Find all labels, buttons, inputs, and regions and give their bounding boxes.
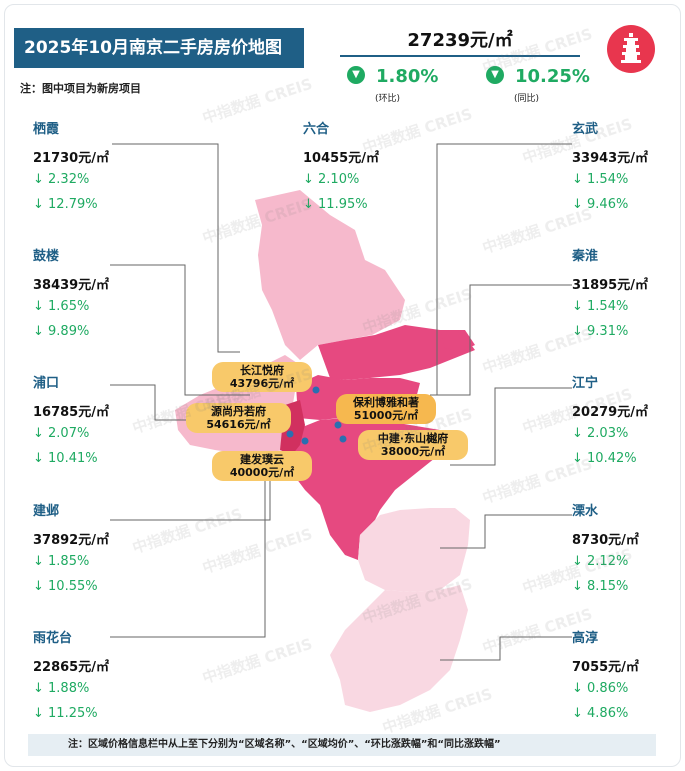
district-price: 37892元/㎡: [33, 533, 109, 548]
project-dot: [286, 430, 294, 438]
district-yoy: ↓ 4.86%: [572, 706, 629, 721]
project-dot: [334, 421, 342, 429]
district-mom: ↓ 0.86%: [572, 681, 629, 696]
district-name: 秦淮: [572, 249, 599, 264]
project-price: 40000元/㎡: [229, 466, 295, 479]
project-name: 建发璞云: [240, 453, 284, 466]
district-price: 38439元/㎡: [33, 278, 109, 293]
district-pukou: 浦口 16785元/㎡ ↓ 2.07% ↓ 10.41%: [33, 372, 143, 466]
district-yoy: ↓ 8.15%: [572, 579, 629, 594]
project-name: 源尚丹若府: [211, 405, 266, 418]
region-liuhe: [255, 190, 405, 360]
yoy-label: (同比): [514, 94, 540, 104]
district-lishui: 溧水 8730元/㎡ ↓ 2.12% ↓ 8.15%: [572, 500, 682, 594]
district-price: 21730元/㎡: [33, 151, 109, 166]
district-mom: ↓ 2.12%: [572, 554, 629, 569]
district-mom: ↓ 1.88%: [33, 681, 90, 696]
district-mom: ↓ 1.54%: [572, 299, 629, 314]
average-price: 27239元/㎡: [407, 30, 513, 51]
project-label-yuanshangdanruofu: 源尚丹若府 54616元/㎡: [186, 403, 291, 433]
district-price: 10455元/㎡: [303, 151, 379, 166]
district-xuanwu: 玄武 33943元/㎡ ↓ 1.54% ↓ 9.46%: [572, 118, 682, 212]
region-gaochun: [330, 585, 468, 712]
mom-label: (环比): [375, 94, 401, 104]
district-name: 江宁: [572, 376, 599, 391]
district-mom: ↓ 2.07%: [33, 426, 90, 441]
mom-change: 1.80%: [376, 66, 439, 87]
district-mom: ↓ 2.10%: [303, 172, 360, 187]
district-name: 栖霞: [33, 122, 60, 137]
district-yoy: ↓ 11.95%: [303, 197, 368, 212]
district-price: 31895元/㎡: [572, 278, 648, 293]
district-price: 16785元/㎡: [33, 405, 109, 420]
pagoda-icon: [621, 33, 641, 63]
district-yuhuatai: 雨花台 22865元/㎡ ↓ 1.88% ↓ 11.25%: [33, 627, 143, 721]
project-name: 保利博雅和著: [353, 396, 419, 409]
district-mom: ↓ 1.65%: [33, 299, 90, 314]
district-name: 建邺: [33, 504, 60, 519]
district-name: 六合: [303, 122, 330, 137]
project-price: 43796元/㎡: [229, 377, 295, 390]
page-title: 2025年10月南京二手房房价地图: [14, 28, 304, 68]
region-lishui: [358, 508, 470, 592]
district-yoy: ↓ 9.46%: [572, 197, 629, 212]
district-mom: ↓ 2.03%: [572, 426, 629, 441]
project-label-zhongjiandongshanyuefu: 中建·东山樾府 38000元/㎡: [358, 430, 468, 460]
district-yoy: ↓ 10.55%: [33, 579, 98, 594]
mom-down-icon: ▼: [347, 66, 365, 84]
district-yoy: ↓ 9.89%: [33, 324, 90, 339]
project-dot: [301, 437, 309, 445]
project-price: 51000元/㎡: [353, 409, 419, 422]
project-dot: [339, 435, 347, 443]
district-name: 溧水: [572, 504, 599, 519]
yoy-change: 10.25%: [515, 66, 590, 87]
district-mom: ↓ 2.32%: [33, 172, 90, 187]
region-qixia: [318, 325, 475, 380]
district-yoy: ↓ 10.41%: [33, 451, 98, 466]
project-name: 长江悦府: [240, 364, 284, 377]
project-price: 54616元/㎡: [206, 418, 271, 431]
yoy-down-icon: ▼: [486, 66, 504, 84]
project-label-baoliboyahezhu: 保利博雅和著 51000元/㎡: [336, 394, 436, 424]
project-dots: [286, 386, 347, 445]
district-yoy: ↓ 11.25%: [33, 706, 98, 721]
district-yoy: ↓ 12.79%: [33, 197, 98, 212]
district-liuhe: 六合 10455元/㎡ ↓ 2.10% ↓ 11.95%: [303, 118, 413, 212]
region-qixia-east: [440, 330, 475, 352]
tower-logo-icon: [607, 25, 655, 73]
district-price: 7055元/㎡: [572, 660, 639, 675]
district-name: 浦口: [33, 376, 60, 391]
price-underline: [340, 55, 580, 57]
district-jiangning: 江宁 20279元/㎡ ↓ 2.03% ↓ 10.42%: [572, 372, 682, 466]
district-mom: ↓ 1.85%: [33, 554, 90, 569]
district-name: 鼓楼: [33, 249, 60, 264]
district-name: 高淳: [572, 631, 599, 646]
district-qixia: 栖霞 21730元/㎡ ↓ 2.32% ↓ 12.79%: [33, 118, 143, 212]
footer-note: 注：区域价格信息栏中从上至下分别为“区域名称”、“区域均价”、“环比涨跌幅”和“…: [28, 734, 656, 756]
district-price: 20279元/㎡: [572, 405, 648, 420]
project-label-changjiangyuefu: 长江悦府 43796元/㎡: [212, 362, 312, 392]
district-name: 玄武: [572, 122, 599, 137]
district-yoy: ↓ 10.42%: [572, 451, 637, 466]
district-price: 33943元/㎡: [572, 151, 648, 166]
project-name: 中建·东山樾府: [377, 432, 449, 445]
project-price: 38000元/㎡: [380, 445, 446, 458]
district-mom: ↓ 1.54%: [572, 172, 629, 187]
district-jianye: 建邺 37892元/㎡ ↓ 1.85% ↓ 10.55%: [33, 500, 143, 594]
district-price: 8730元/㎡: [572, 533, 639, 548]
district-qinhuai: 秦淮 31895元/㎡ ↓ 1.54% ↓ 9.31%: [572, 245, 682, 339]
header-note: 注：图中项目为新房项目: [20, 82, 141, 95]
project-dot: [312, 386, 320, 394]
district-gaochun: 高淳 7055元/㎡ ↓ 0.86% ↓ 4.86%: [572, 627, 682, 721]
district-yoy: ↓ 9.31%: [572, 324, 629, 339]
district-name: 雨花台: [33, 631, 73, 646]
district-price: 22865元/㎡: [33, 660, 109, 675]
district-gulou: 鼓楼 38439元/㎡ ↓ 1.65% ↓ 9.89%: [33, 245, 143, 339]
project-label-jianfapuyun: 建发璞云 40000元/㎡: [212, 451, 312, 481]
